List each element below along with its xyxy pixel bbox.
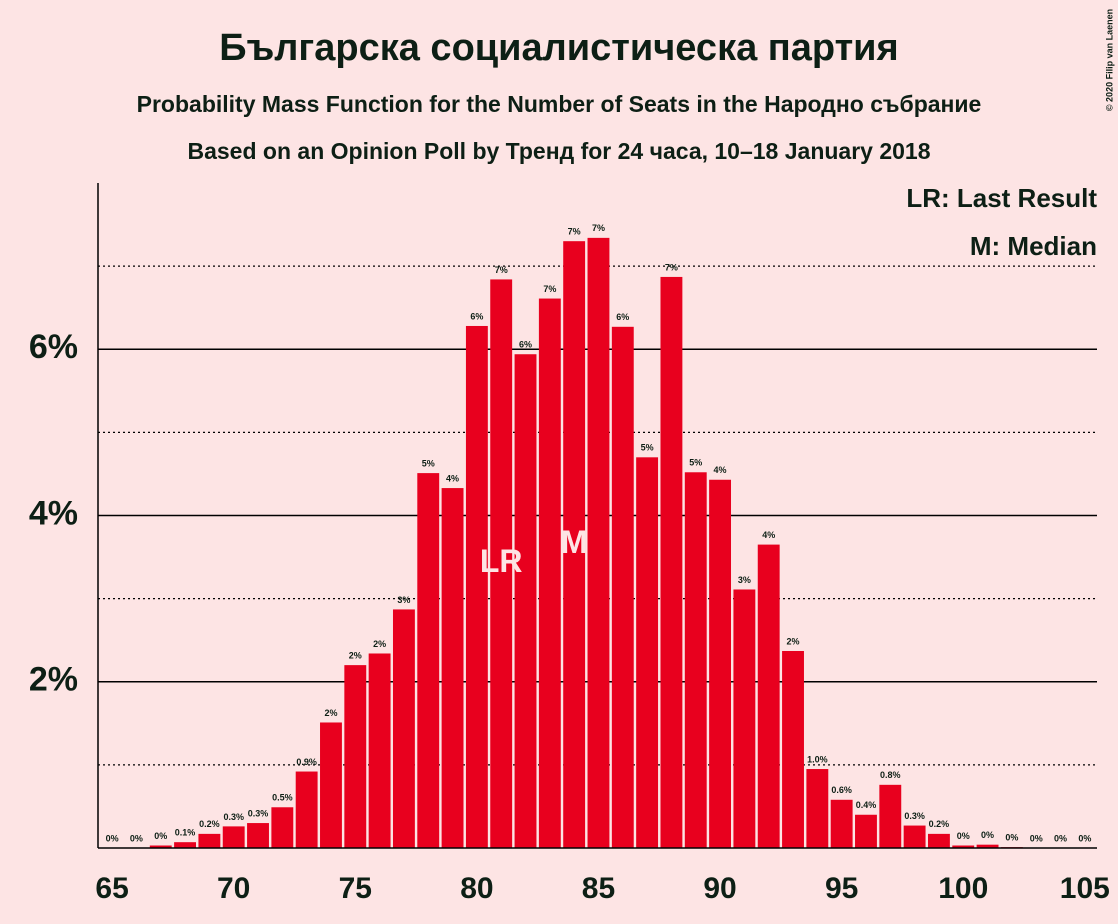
chart-subtitle: Probability Mass Function for the Number… bbox=[137, 91, 982, 117]
bar bbox=[295, 771, 318, 848]
bar bbox=[927, 833, 950, 848]
value-label: 0% bbox=[154, 831, 167, 841]
x-tick-label: 65 bbox=[95, 872, 128, 905]
bar bbox=[247, 823, 269, 848]
bar bbox=[709, 479, 732, 848]
legend-entry: LR: Last Result bbox=[906, 183, 1097, 213]
value-label: 0% bbox=[130, 833, 143, 843]
bar bbox=[563, 241, 586, 848]
bar bbox=[514, 354, 537, 848]
bar bbox=[392, 609, 415, 848]
value-label: 0.6% bbox=[831, 785, 852, 795]
bar bbox=[952, 845, 975, 848]
bar bbox=[733, 589, 756, 848]
bar bbox=[320, 722, 342, 848]
bar bbox=[782, 650, 804, 848]
bar bbox=[465, 325, 488, 849]
x-tick-label: 95 bbox=[825, 872, 858, 905]
value-label: 7% bbox=[568, 227, 581, 237]
value-label: 7% bbox=[592, 223, 605, 233]
value-label: 0.2% bbox=[929, 819, 950, 829]
bar bbox=[368, 653, 391, 848]
annotation: LR bbox=[480, 543, 523, 579]
bar bbox=[441, 488, 464, 848]
value-label: 5% bbox=[641, 443, 654, 453]
value-label: 0.5% bbox=[272, 793, 293, 803]
value-label: 4% bbox=[446, 473, 459, 483]
value-label: 0.3% bbox=[248, 808, 269, 818]
bar bbox=[198, 833, 221, 848]
x-tick-label: 75 bbox=[339, 872, 372, 905]
bar bbox=[271, 807, 294, 848]
value-label: 0% bbox=[957, 831, 970, 841]
value-label: 7% bbox=[665, 262, 678, 272]
value-label: 0.3% bbox=[223, 812, 244, 822]
value-label: 2% bbox=[787, 636, 800, 646]
value-label: 5% bbox=[689, 458, 702, 468]
value-label: 0% bbox=[1054, 833, 1067, 843]
value-label: 5% bbox=[422, 458, 435, 468]
y-tick-label: 4% bbox=[29, 494, 78, 532]
value-label: 3% bbox=[397, 595, 410, 605]
bar bbox=[174, 842, 197, 848]
value-label: 0.1% bbox=[175, 828, 196, 838]
bar bbox=[660, 276, 683, 848]
value-label: 0% bbox=[106, 833, 119, 843]
bar bbox=[222, 826, 245, 848]
bar bbox=[149, 845, 172, 848]
bar bbox=[830, 799, 853, 848]
value-label: 2% bbox=[324, 708, 337, 718]
value-label: 2% bbox=[373, 639, 386, 649]
copyright: © 2020 Filip van Laenen bbox=[1104, 9, 1114, 111]
value-label: 4% bbox=[714, 465, 727, 475]
value-label: 7% bbox=[495, 265, 508, 275]
value-label: 0% bbox=[981, 830, 994, 840]
y-tick-label: 2% bbox=[29, 661, 78, 699]
bar bbox=[976, 844, 999, 848]
value-label: 4% bbox=[762, 530, 775, 540]
value-label: 1.0% bbox=[807, 754, 828, 764]
x-tick-label: 105 bbox=[1060, 872, 1110, 905]
bar bbox=[587, 237, 610, 849]
x-tick-label: 70 bbox=[217, 872, 250, 905]
bar bbox=[611, 326, 634, 848]
value-label: 6% bbox=[616, 312, 629, 322]
bar bbox=[879, 784, 902, 848]
value-label: 0% bbox=[1078, 833, 1091, 843]
bar bbox=[806, 769, 829, 848]
value-label: 0.3% bbox=[904, 811, 925, 821]
value-label: 0.4% bbox=[856, 800, 877, 810]
bar bbox=[344, 665, 367, 848]
legend-entry: M: Median bbox=[970, 231, 1097, 261]
annotation: M bbox=[561, 524, 588, 560]
bar bbox=[903, 825, 926, 848]
value-label: 0% bbox=[1005, 833, 1018, 843]
bar bbox=[855, 814, 877, 848]
y-tick-label: 6% bbox=[29, 328, 78, 366]
chart-subtitle: Based on an Opinion Poll by Тренд for 24… bbox=[187, 138, 930, 164]
bar bbox=[636, 457, 659, 848]
x-tick-label: 90 bbox=[703, 872, 736, 905]
x-tick-label: 100 bbox=[938, 872, 988, 905]
value-label: 3% bbox=[738, 575, 751, 585]
bar bbox=[684, 472, 707, 848]
value-label: 6% bbox=[470, 311, 483, 321]
bar bbox=[538, 298, 561, 848]
value-label: 0% bbox=[1030, 833, 1043, 843]
chart-title: Българска социалистическа партия bbox=[219, 27, 898, 69]
bar bbox=[490, 279, 513, 848]
x-tick-label: 85 bbox=[582, 872, 615, 905]
bar bbox=[417, 473, 440, 848]
value-label: 0.9% bbox=[296, 757, 317, 767]
value-label: 6% bbox=[519, 340, 532, 350]
value-label: 2% bbox=[349, 651, 362, 661]
value-label: 0.8% bbox=[880, 770, 901, 780]
value-label: 7% bbox=[543, 284, 556, 294]
value-label: 0.2% bbox=[199, 819, 220, 829]
x-tick-label: 80 bbox=[460, 872, 493, 905]
bar bbox=[757, 544, 780, 848]
